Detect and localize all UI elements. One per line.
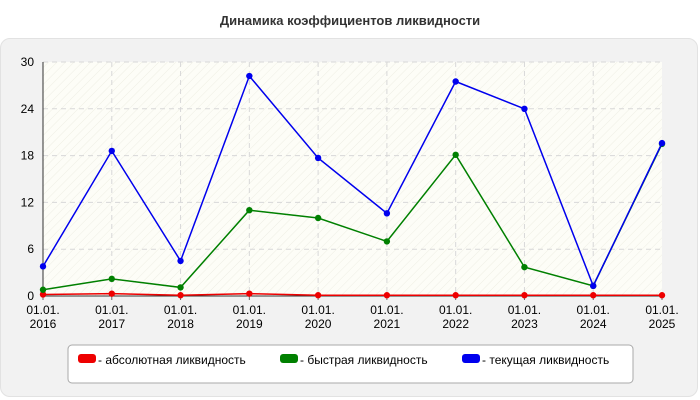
data-point xyxy=(452,151,459,159)
data-point xyxy=(108,275,115,283)
x-tick-label-line: 2020 xyxy=(305,317,332,331)
legend-swatch xyxy=(78,354,96,363)
data-point xyxy=(658,139,666,147)
legend-swatch xyxy=(280,354,298,363)
series-line-2 xyxy=(42,143,663,291)
series-lines xyxy=(39,72,666,299)
data-point xyxy=(521,263,528,271)
x-tick-label: 01.01. 2022 xyxy=(439,303,472,331)
x-tick-label-line: 2019 xyxy=(236,317,263,331)
y-tick-label: 24 xyxy=(21,102,35,116)
legend-label: - текущая ликвидность xyxy=(482,353,609,367)
legend-label: - быстрая ликвидность xyxy=(300,353,428,367)
x-tick-label: 01.01. 2024 xyxy=(577,303,610,331)
data-point xyxy=(590,282,597,290)
data-point xyxy=(383,210,391,217)
x-tick-label: 01.01. 2017 xyxy=(95,303,128,331)
x-tick-label-line: 2022 xyxy=(442,317,469,331)
x-tick-label-line: 01.01. xyxy=(26,303,59,317)
x-tick-label-line: 01.01. xyxy=(439,303,472,317)
x-tick-label-line: 2017 xyxy=(98,317,125,331)
data-point xyxy=(177,292,184,299)
x-tick-label-line: 01.01. xyxy=(164,303,197,317)
x-tick-label-line: 01.01. xyxy=(508,303,541,317)
data-point xyxy=(314,214,322,222)
legend-swatch xyxy=(462,354,480,363)
data-point xyxy=(314,292,322,299)
data-point xyxy=(590,292,597,299)
data-point xyxy=(383,292,391,299)
x-tick-label: 01.01. 2023 xyxy=(508,303,541,331)
chart-title: Динамика коэффициентов ликвидности xyxy=(220,13,480,28)
data-point xyxy=(108,290,115,297)
data-point xyxy=(314,154,322,162)
data-point xyxy=(246,207,253,214)
y-tick-label: 0 xyxy=(27,289,34,303)
data-point xyxy=(39,263,47,270)
x-tick-label-line: 2016 xyxy=(30,317,57,331)
x-tick-label: 01.01. 2018 xyxy=(164,303,197,331)
data-point xyxy=(383,238,391,245)
x-tick-label-line: 2024 xyxy=(580,317,607,331)
y-tick-label: 6 xyxy=(27,242,34,256)
x-tick-label: 01.01. 2019 xyxy=(233,303,266,331)
x-tick-label-line: 01.01. xyxy=(577,303,610,317)
x-tick-label: 01.01. 2025 xyxy=(645,303,678,331)
x-tick-label-line: 2018 xyxy=(167,317,194,331)
x-tick-label-line: 2023 xyxy=(511,317,538,331)
data-point xyxy=(521,105,528,113)
data-point xyxy=(108,147,115,155)
x-tick-label-line: 01.01. xyxy=(233,303,266,317)
data-point xyxy=(246,72,253,80)
x-tick-label-line: 01.01. xyxy=(645,303,678,317)
data-point xyxy=(658,292,666,299)
x-tick-label: 01.01. 2016 xyxy=(26,303,59,331)
data-point xyxy=(39,286,47,293)
series-line-1 xyxy=(42,292,662,296)
x-tick-label-line: 2021 xyxy=(374,317,401,331)
x-tick-label: 01.01. 2020 xyxy=(301,303,334,331)
x-tick-label-line: 01.01. xyxy=(370,303,403,317)
legend: - абсолютная ликвидность - быстрая ликвид… xyxy=(67,344,634,384)
y-tick-label: 12 xyxy=(21,195,35,209)
data-point xyxy=(246,290,253,297)
x-tick-label-line: 01.01. xyxy=(301,303,334,317)
x-tick-label-line: 01.01. xyxy=(95,303,128,317)
grid-lines xyxy=(43,61,662,296)
x-tick-label-line: 2025 xyxy=(649,317,676,331)
data-point xyxy=(177,257,184,265)
legend-label: - абсолютная ликвидность xyxy=(98,353,246,367)
y-tick-label: 30 xyxy=(21,55,35,69)
plot-area xyxy=(43,62,662,296)
data-point xyxy=(177,284,184,291)
data-point xyxy=(39,291,47,298)
series-line-3 xyxy=(42,74,663,288)
x-tick-label: 01.01. 2021 xyxy=(370,303,403,331)
data-point xyxy=(452,292,459,299)
data-point xyxy=(452,78,459,85)
legend-box xyxy=(67,344,634,384)
data-point xyxy=(521,292,528,299)
y-tick-label: 18 xyxy=(21,149,35,163)
